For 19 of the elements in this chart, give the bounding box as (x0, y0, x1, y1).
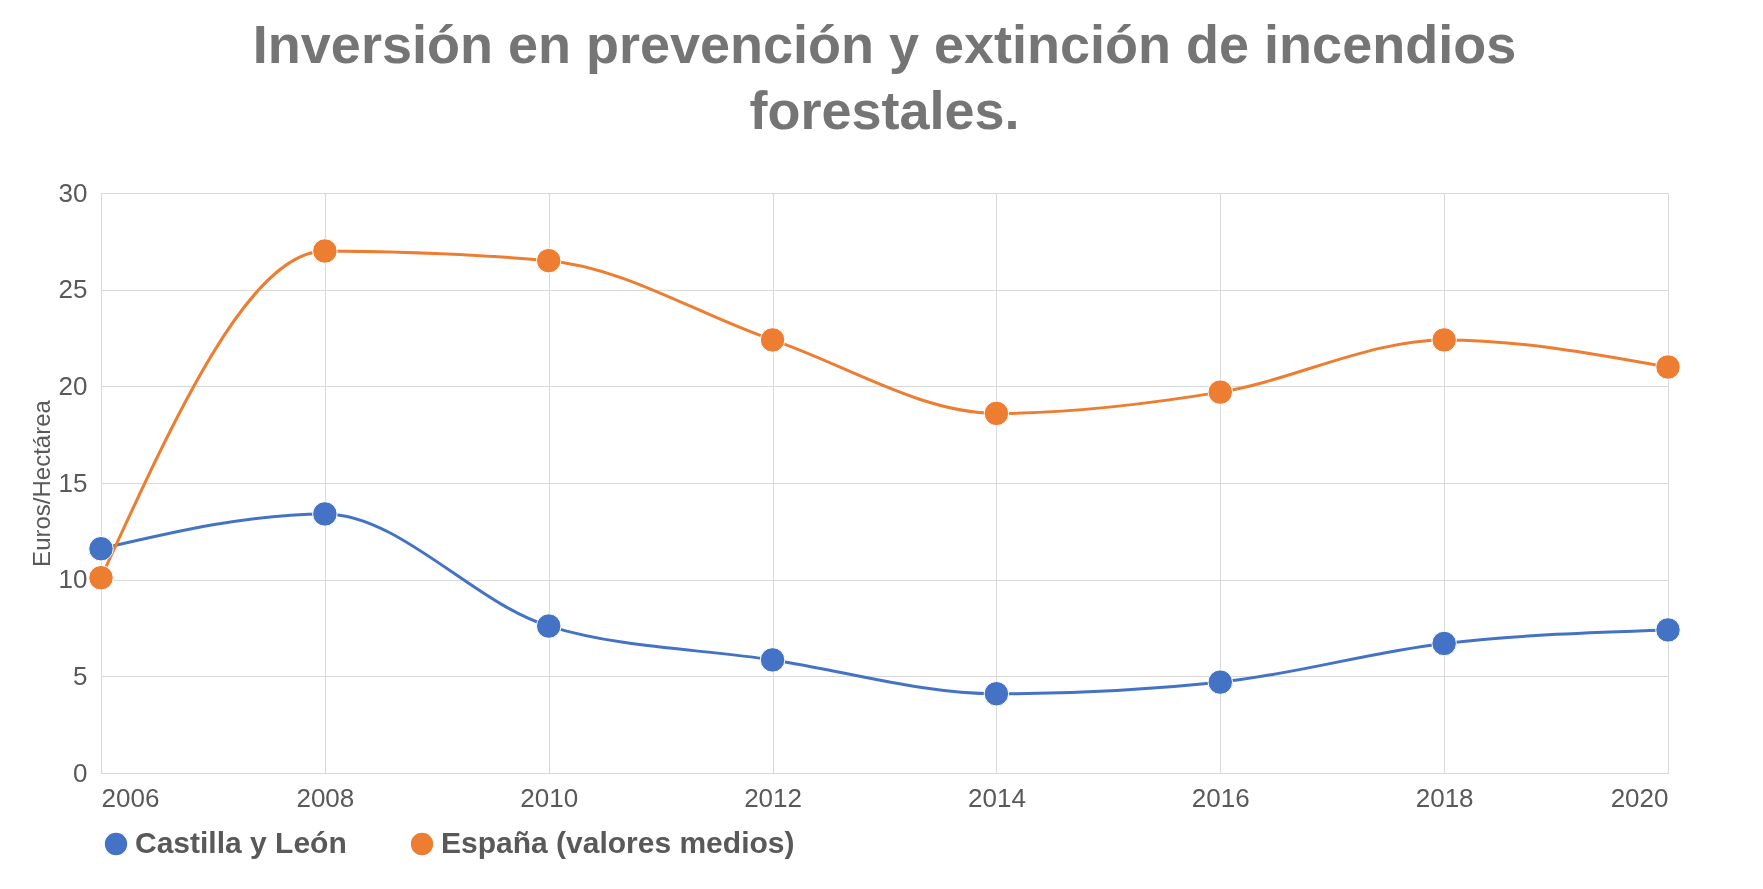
legend-label: España (valores medios) (441, 826, 795, 859)
y-tick-label: 10 (58, 564, 88, 595)
x-tick-label: 2012 (744, 782, 802, 813)
y-tick-label: 30 (58, 177, 88, 208)
y-tick-label: 20 (58, 370, 88, 401)
chart-title: Inversión en prevención y extinción de incendios forestales. (252, 14, 1517, 140)
x-tick-label: 2008 (296, 782, 355, 813)
x-tick-label: 2016 (1191, 782, 1250, 813)
legend-label: Castilla y León (135, 826, 347, 859)
x-tick-label: 2010 (520, 782, 579, 813)
x-tick-label: 2018 (1415, 782, 1474, 813)
y-tick-label: 0 (73, 757, 88, 788)
y-axis-title: Euros/Hectárea (27, 399, 55, 567)
y-tick-label: 5 (73, 660, 88, 691)
x-tick-label: 2020 (1610, 782, 1669, 813)
x-tick-label: 2006 (101, 782, 160, 813)
x-tick-label: 2014 (968, 782, 1026, 813)
y-tick-label: 15 (58, 467, 88, 498)
y-tick-label: 25 (58, 274, 88, 305)
